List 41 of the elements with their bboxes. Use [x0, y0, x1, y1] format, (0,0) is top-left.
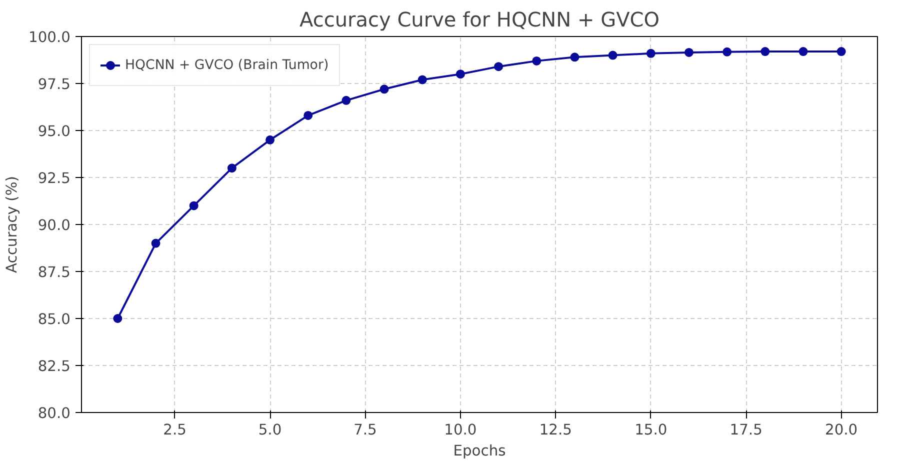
point	[380, 84, 389, 94]
y-tick-label: 97.5	[38, 76, 71, 93]
point	[189, 201, 198, 210]
x-tick-label: 12.5	[539, 422, 572, 438]
x-tick-label: 15.0	[634, 422, 668, 438]
x-tick-label: 7.5	[354, 422, 377, 438]
point	[684, 48, 694, 57]
chart-title: Accuracy Curve for HQCNN + GVCO	[300, 8, 660, 32]
point	[532, 56, 542, 66]
x-axis-title: Epochs	[453, 442, 506, 460]
point	[494, 62, 504, 72]
y-tick-label: 85.0	[38, 311, 71, 328]
legend-label: HQCNN + GVCO (Brain Tumor)	[125, 58, 329, 72]
point	[798, 47, 808, 56]
point	[722, 47, 732, 56]
y-tick-label: 100.0	[28, 29, 71, 46]
point	[151, 238, 160, 248]
x-tick-label: 17.5	[730, 422, 762, 438]
point	[608, 50, 618, 60]
y-tick-label: 92.5	[38, 170, 71, 187]
x-tick-label: 20.0	[825, 422, 858, 438]
point	[342, 96, 351, 105]
y-tick-label: 90.0	[38, 217, 71, 234]
point	[304, 110, 313, 120]
y-tick-label: 87.5	[38, 264, 71, 281]
point	[456, 70, 465, 79]
x-tick-label: 10.0	[444, 422, 477, 438]
point	[646, 48, 656, 58]
point	[227, 164, 236, 173]
point	[113, 314, 122, 323]
y-tick-label: 80.0	[38, 405, 71, 422]
point	[570, 52, 580, 62]
y-tick-label: 95.0	[38, 123, 71, 140]
y-axis-title: Accuracy (%)	[4, 176, 21, 273]
point	[418, 75, 427, 84]
point	[266, 135, 275, 144]
x-tick-label: 5.0	[258, 422, 282, 438]
y-tick-label: 82.5	[38, 358, 71, 375]
x-tick-label: 2.5	[163, 422, 186, 438]
point	[760, 47, 770, 56]
point	[836, 47, 846, 56]
